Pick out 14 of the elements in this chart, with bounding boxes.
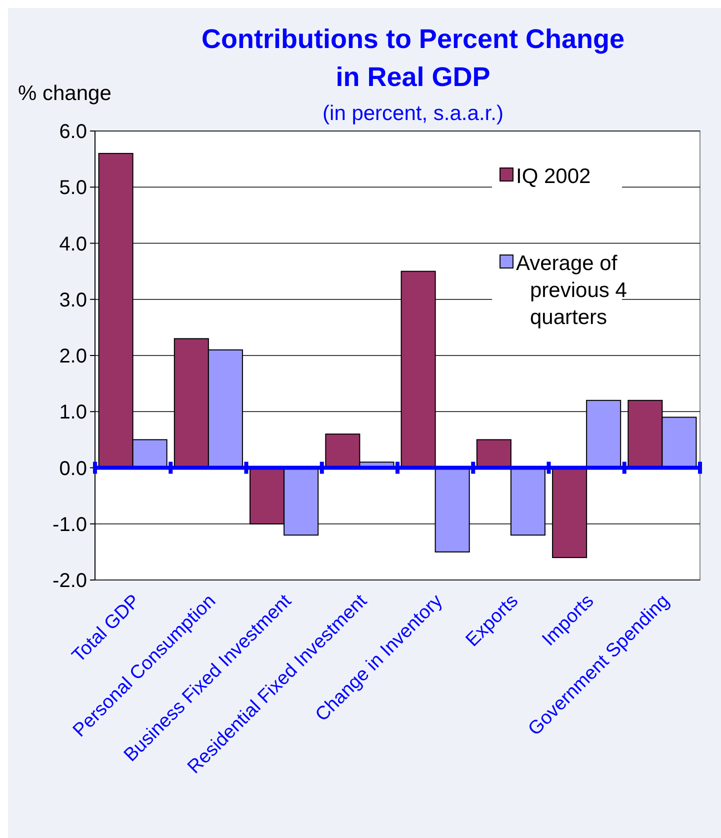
chart-title: Contributions to Percent Change in Real GDP: [201, 24, 625, 92]
y-tick-label: -2.0: [52, 570, 87, 592]
y-tick-label: 4.0: [59, 233, 87, 256]
y-axis-title: % change: [18, 82, 112, 105]
y-tick-label: 5.0: [59, 177, 87, 200]
chart-subtitle: (in percent, s.a.a.r.): [322, 102, 504, 125]
legend-label: Average of previous 4 quarters: [516, 252, 628, 329]
y-tick-label: 1.0: [59, 402, 87, 424]
y-tick-label: -1.0: [52, 514, 87, 536]
y-tick-label: 3.0: [59, 289, 87, 312]
y-tick-label: 6.0: [59, 121, 87, 143]
y-tick-label: 2.0: [59, 346, 87, 368]
y-tick-label: 0.0: [59, 458, 87, 480]
legend-label: IQ 2002: [516, 165, 591, 188]
